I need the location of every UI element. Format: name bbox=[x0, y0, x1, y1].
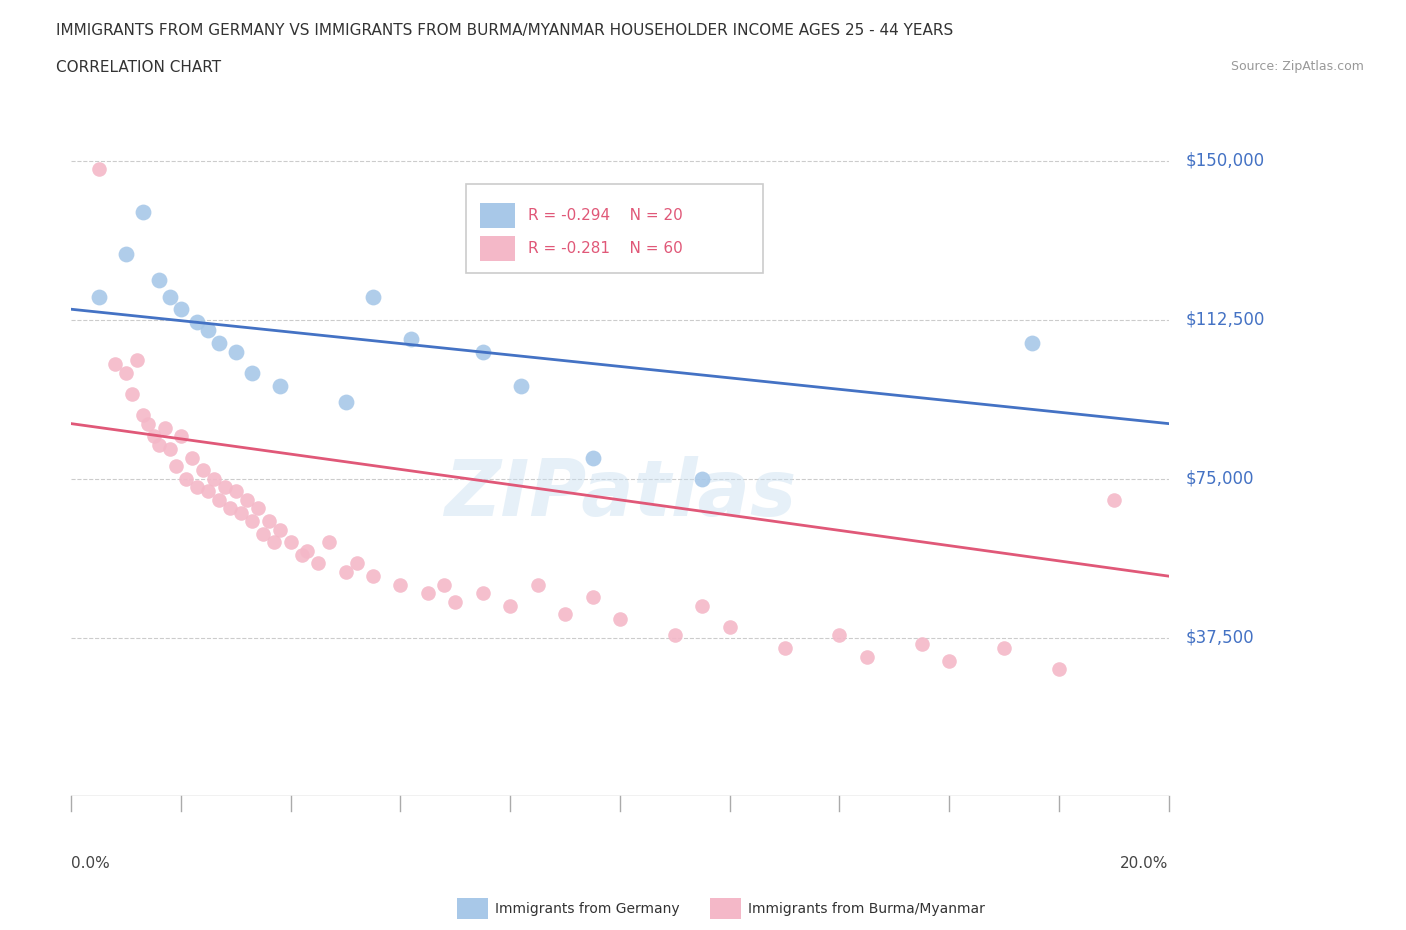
Point bbox=[307, 556, 329, 571]
Point bbox=[142, 429, 165, 444]
Point bbox=[148, 437, 170, 452]
Point bbox=[828, 628, 851, 643]
Point bbox=[191, 463, 214, 478]
Text: ZIPatlas: ZIPatlas bbox=[444, 456, 796, 532]
Point bbox=[87, 289, 110, 304]
Point bbox=[581, 450, 603, 465]
Point bbox=[181, 450, 204, 465]
Point bbox=[416, 586, 439, 601]
Point bbox=[911, 636, 934, 651]
Point bbox=[335, 395, 357, 410]
Text: R = -0.294    N = 20: R = -0.294 N = 20 bbox=[527, 207, 682, 222]
Text: Immigrants from Burma/Myanmar: Immigrants from Burma/Myanmar bbox=[748, 901, 984, 916]
Point bbox=[202, 472, 225, 486]
Point bbox=[692, 598, 714, 613]
Text: 0.0%: 0.0% bbox=[72, 856, 110, 870]
Point bbox=[554, 607, 576, 622]
Point bbox=[389, 578, 412, 592]
Point bbox=[214, 480, 236, 495]
Text: 20.0%: 20.0% bbox=[1121, 856, 1168, 870]
Point bbox=[938, 654, 960, 669]
Point bbox=[335, 565, 357, 579]
Point bbox=[401, 331, 423, 346]
Text: Immigrants from Germany: Immigrants from Germany bbox=[495, 901, 679, 916]
Point bbox=[236, 493, 259, 508]
Text: $150,000: $150,000 bbox=[1185, 152, 1264, 170]
Point bbox=[280, 535, 302, 550]
Point bbox=[257, 513, 280, 528]
Point bbox=[115, 365, 138, 380]
Point bbox=[121, 387, 143, 402]
Point bbox=[165, 458, 187, 473]
Point bbox=[1102, 493, 1125, 508]
Point bbox=[186, 480, 208, 495]
Point bbox=[263, 535, 285, 550]
Point bbox=[197, 484, 219, 498]
Point bbox=[1047, 662, 1070, 677]
Point bbox=[471, 586, 494, 601]
Point bbox=[208, 336, 231, 351]
Point bbox=[240, 513, 263, 528]
Point bbox=[136, 417, 159, 432]
Point bbox=[361, 569, 384, 584]
Point bbox=[291, 548, 314, 563]
Text: $75,000: $75,000 bbox=[1185, 470, 1254, 487]
Point bbox=[692, 472, 714, 486]
Point bbox=[131, 407, 153, 422]
Point bbox=[581, 590, 603, 604]
Point bbox=[225, 484, 247, 498]
Point bbox=[87, 162, 110, 177]
Point bbox=[127, 352, 149, 367]
Point bbox=[1021, 336, 1043, 351]
Point bbox=[104, 357, 127, 372]
Point bbox=[170, 429, 193, 444]
Point bbox=[510, 379, 533, 393]
Point bbox=[115, 246, 138, 261]
Text: Source: ZipAtlas.com: Source: ZipAtlas.com bbox=[1230, 60, 1364, 73]
Point bbox=[197, 323, 219, 338]
Point bbox=[219, 501, 242, 516]
Point bbox=[170, 302, 193, 317]
Point bbox=[718, 619, 741, 634]
Point bbox=[246, 501, 269, 516]
Point bbox=[295, 543, 318, 558]
Point bbox=[433, 578, 456, 592]
Point bbox=[499, 598, 522, 613]
Point bbox=[471, 344, 494, 359]
FancyBboxPatch shape bbox=[467, 184, 762, 273]
FancyBboxPatch shape bbox=[479, 203, 515, 228]
Point bbox=[269, 522, 291, 537]
Text: CORRELATION CHART: CORRELATION CHART bbox=[56, 60, 221, 75]
Point bbox=[176, 472, 198, 486]
Point bbox=[148, 272, 170, 287]
Point bbox=[856, 649, 879, 664]
Point bbox=[186, 314, 208, 329]
Point bbox=[773, 641, 796, 656]
Point bbox=[208, 493, 231, 508]
Point bbox=[159, 289, 181, 304]
Text: $112,500: $112,500 bbox=[1185, 311, 1264, 329]
Point bbox=[269, 379, 291, 393]
Text: IMMIGRANTS FROM GERMANY VS IMMIGRANTS FROM BURMA/MYANMAR HOUSEHOLDER INCOME AGES: IMMIGRANTS FROM GERMANY VS IMMIGRANTS FR… bbox=[56, 23, 953, 38]
Point bbox=[225, 344, 247, 359]
Point bbox=[252, 526, 274, 541]
Point bbox=[526, 578, 548, 592]
FancyBboxPatch shape bbox=[479, 235, 515, 260]
Point bbox=[361, 289, 384, 304]
Point bbox=[240, 365, 263, 380]
Point bbox=[153, 420, 176, 435]
Point bbox=[231, 505, 253, 520]
Point bbox=[346, 556, 368, 571]
Point bbox=[318, 535, 340, 550]
Point bbox=[444, 594, 467, 609]
Point bbox=[609, 611, 631, 626]
Point bbox=[664, 628, 686, 643]
Point bbox=[131, 205, 153, 219]
Text: $37,500: $37,500 bbox=[1185, 629, 1254, 646]
Point bbox=[159, 442, 181, 457]
Text: R = -0.281    N = 60: R = -0.281 N = 60 bbox=[527, 241, 682, 256]
Point bbox=[993, 641, 1015, 656]
